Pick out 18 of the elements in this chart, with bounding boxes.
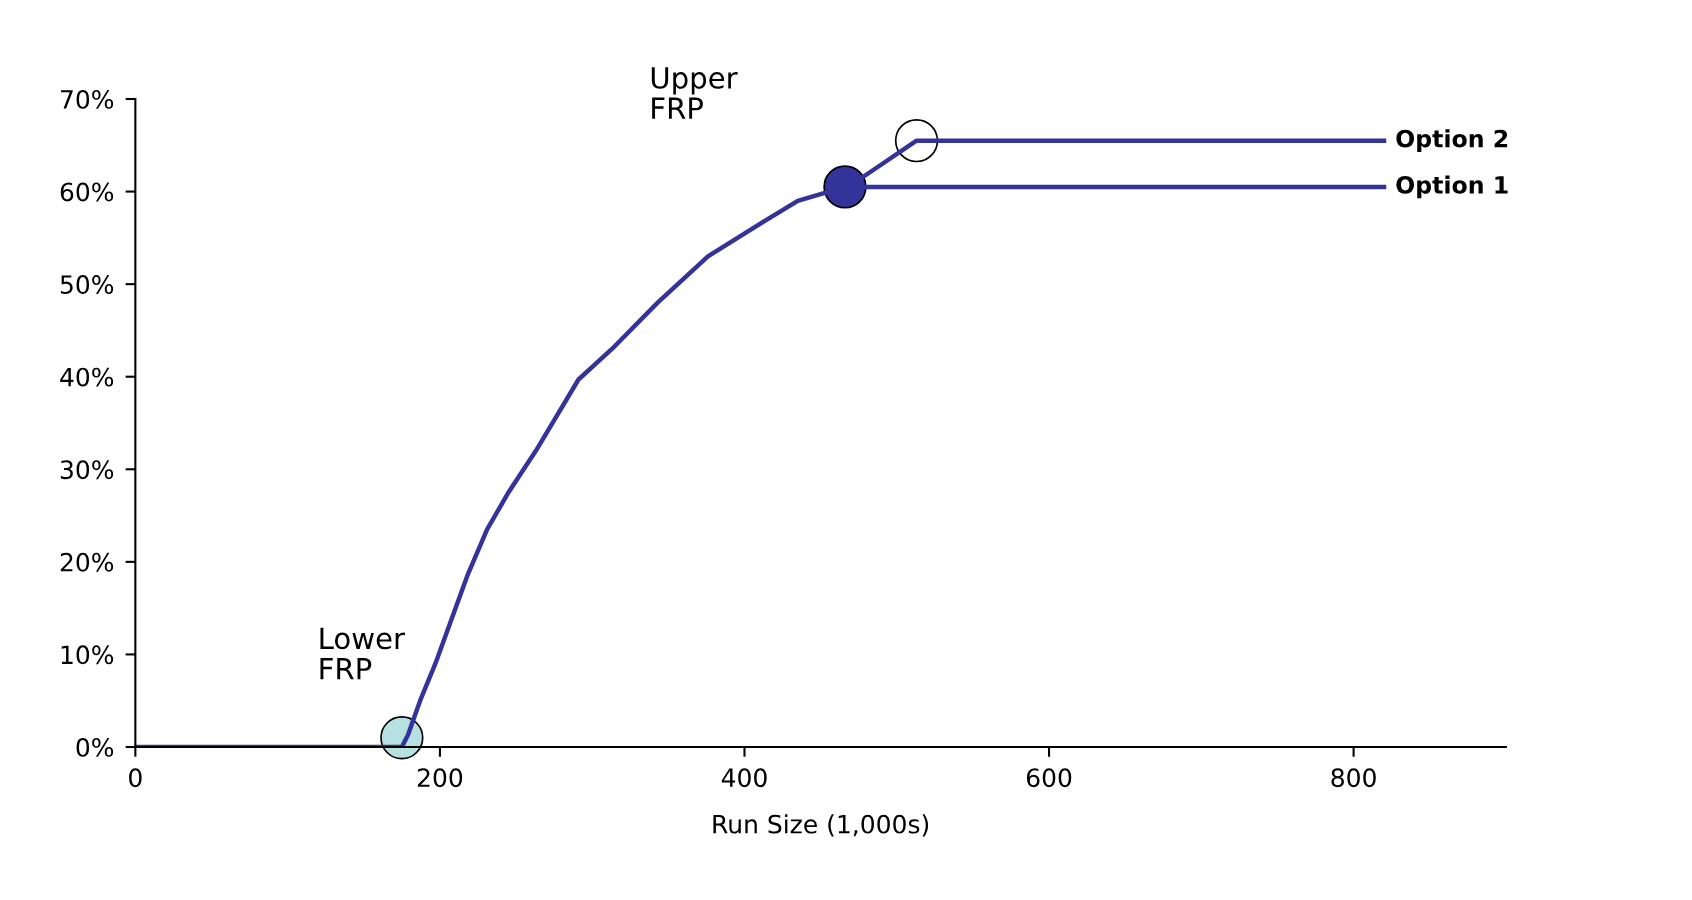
x-tick-label: 400 [721,768,767,788]
x-tick-label: 200 [417,768,463,788]
y-tick-label: 60% [60,182,114,202]
y-tick-label: 20% [60,552,114,572]
series-label: Option 2 [1396,129,1508,153]
annotation: Upper FRP [651,67,738,119]
y-tick-label: 50% [60,275,114,294]
y-tick-label: 10% [61,645,114,665]
y-tick-label: 70% [61,89,114,109]
annotation: Lower FRP [320,627,406,680]
y-tick-label: 40% [60,367,114,387]
y-tick-label: 30% [60,460,114,480]
x-axis-title: Run Size (1,000s) [713,814,929,837]
x-tick-label: 0 [129,768,142,788]
x-tick-label: 600 [1026,768,1072,788]
y-tick-label: 0% [76,737,114,757]
series-label: Option 1 [1396,175,1508,199]
x-tick-label: 800 [1331,768,1376,788]
